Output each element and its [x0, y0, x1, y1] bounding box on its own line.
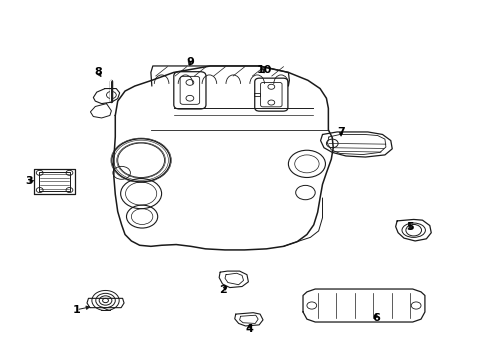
- Text: 6: 6: [371, 313, 379, 323]
- Text: 1: 1: [72, 305, 80, 315]
- Text: 10: 10: [256, 64, 271, 75]
- Text: 8: 8: [94, 67, 102, 77]
- Text: 5: 5: [406, 222, 413, 232]
- Text: 2: 2: [218, 285, 226, 296]
- Text: 4: 4: [245, 324, 253, 334]
- Text: 3: 3: [25, 176, 33, 186]
- Text: 9: 9: [185, 57, 193, 67]
- Text: 7: 7: [337, 127, 344, 136]
